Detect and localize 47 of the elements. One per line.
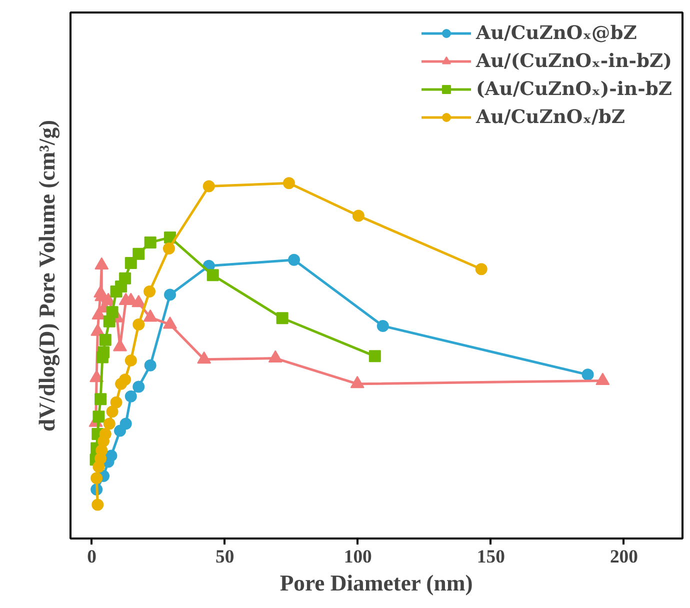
y-axis-title: dV/dlog(D) Pore Volume (cm³/g)	[34, 120, 60, 432]
point	[276, 312, 288, 324]
point	[288, 254, 300, 266]
x-tick-label: 0	[87, 546, 96, 568]
point	[124, 257, 137, 270]
point	[124, 354, 137, 366]
point	[132, 380, 145, 393]
x-tick-label: 200	[610, 546, 638, 568]
legend-label: Au/(CuZnOₓ-in-bZ)	[476, 50, 672, 72]
point	[164, 288, 176, 301]
x-tick-label: 150	[476, 546, 505, 568]
point	[144, 359, 156, 372]
point	[110, 396, 122, 408]
point	[124, 390, 137, 402]
point	[90, 472, 103, 484]
point	[92, 410, 105, 423]
x-tick-label: 50	[216, 546, 234, 568]
legend-label: Au/CuZnOₓ/bZ	[476, 106, 626, 128]
point	[92, 498, 104, 511]
legend-label: Au/CuZnOₓ@bZ	[476, 22, 637, 44]
point	[202, 180, 215, 192]
point	[119, 272, 132, 284]
point	[132, 248, 145, 260]
point	[368, 350, 381, 362]
point	[144, 286, 156, 298]
point	[282, 177, 295, 190]
point	[94, 393, 107, 406]
point	[99, 428, 112, 440]
x-tick-label: 100	[344, 546, 372, 568]
point	[206, 269, 219, 282]
point	[352, 210, 364, 222]
point	[582, 368, 594, 381]
point	[162, 242, 175, 254]
point	[119, 374, 132, 386]
point	[106, 406, 118, 418]
point	[103, 418, 116, 430]
point	[99, 334, 112, 346]
point	[97, 346, 110, 358]
x-axis-title: Pore Diameter (nm)	[280, 570, 473, 596]
legend-label: (Au/CuZnOₓ)-in-bZ	[476, 78, 672, 100]
point	[105, 450, 118, 462]
point	[144, 236, 156, 248]
point	[475, 263, 488, 276]
point	[106, 306, 118, 318]
point	[120, 418, 132, 430]
point	[132, 318, 145, 331]
point	[376, 320, 389, 332]
